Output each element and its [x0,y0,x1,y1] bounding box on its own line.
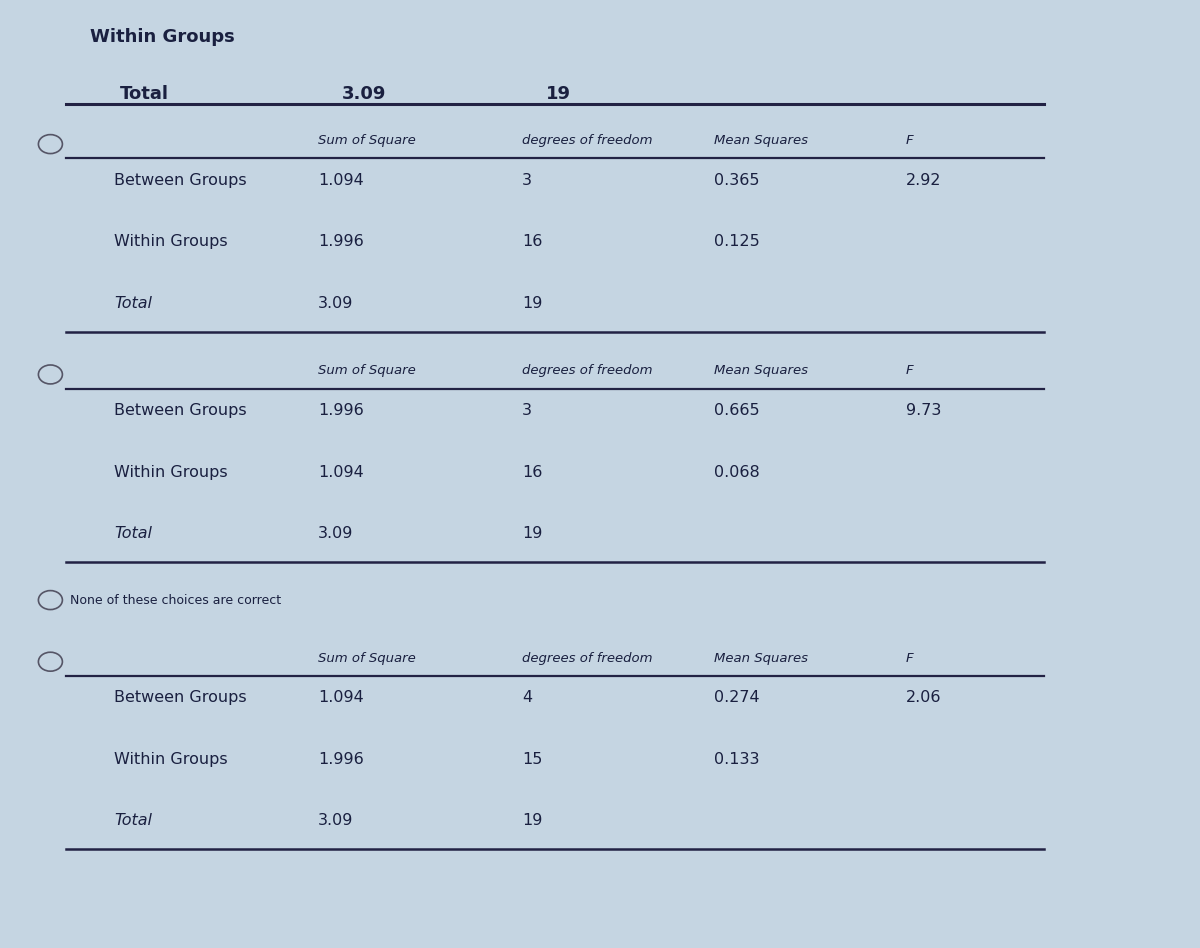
Text: Mean Squares: Mean Squares [714,364,808,377]
Text: 1.094: 1.094 [318,690,364,705]
Text: Sum of Square: Sum of Square [318,364,415,377]
Text: degrees of freedom: degrees of freedom [522,651,653,665]
Text: 3.09: 3.09 [342,85,386,103]
Text: 0.365: 0.365 [714,173,760,188]
Text: Within Groups: Within Groups [90,28,235,46]
Text: 19: 19 [546,85,571,103]
Text: Total: Total [120,85,169,103]
Text: 0.133: 0.133 [714,752,760,767]
Text: Total: Total [114,296,152,311]
Text: Within Groups: Within Groups [114,752,228,767]
Text: 1.094: 1.094 [318,465,364,480]
Text: F: F [906,134,913,147]
Text: 1.996: 1.996 [318,403,364,418]
Text: degrees of freedom: degrees of freedom [522,134,653,147]
Text: 4: 4 [522,690,532,705]
Text: 0.125: 0.125 [714,234,760,249]
Text: 1.094: 1.094 [318,173,364,188]
Text: 0.665: 0.665 [714,403,760,418]
Text: 16: 16 [522,234,542,249]
Text: Between Groups: Between Groups [114,403,247,418]
Text: 15: 15 [522,752,542,767]
Text: Within Groups: Within Groups [114,234,228,249]
Text: 0.068: 0.068 [714,465,760,480]
Text: 16: 16 [522,465,542,480]
Text: degrees of freedom: degrees of freedom [522,364,653,377]
Text: 19: 19 [522,296,542,311]
Text: 19: 19 [522,526,542,541]
Text: 2.92: 2.92 [906,173,942,188]
Text: 3.09: 3.09 [318,296,353,311]
Text: 1.996: 1.996 [318,234,364,249]
Text: Between Groups: Between Groups [114,690,247,705]
Text: 3: 3 [522,403,532,418]
Text: F: F [906,364,913,377]
Text: 1.996: 1.996 [318,752,364,767]
Text: Mean Squares: Mean Squares [714,651,808,665]
Text: 19: 19 [522,813,542,829]
Text: 2.06: 2.06 [906,690,942,705]
Text: 3.09: 3.09 [318,526,353,541]
Text: Within Groups: Within Groups [114,465,228,480]
Text: Total: Total [114,813,152,829]
Text: 3.09: 3.09 [318,813,353,829]
Text: Sum of Square: Sum of Square [318,134,415,147]
Text: 3: 3 [522,173,532,188]
Text: Total: Total [114,526,152,541]
Text: None of these choices are correct: None of these choices are correct [70,593,281,607]
Text: Sum of Square: Sum of Square [318,651,415,665]
Text: F: F [906,651,913,665]
Text: Between Groups: Between Groups [114,173,247,188]
Text: Mean Squares: Mean Squares [714,134,808,147]
Text: 9.73: 9.73 [906,403,941,418]
Text: 0.274: 0.274 [714,690,760,705]
